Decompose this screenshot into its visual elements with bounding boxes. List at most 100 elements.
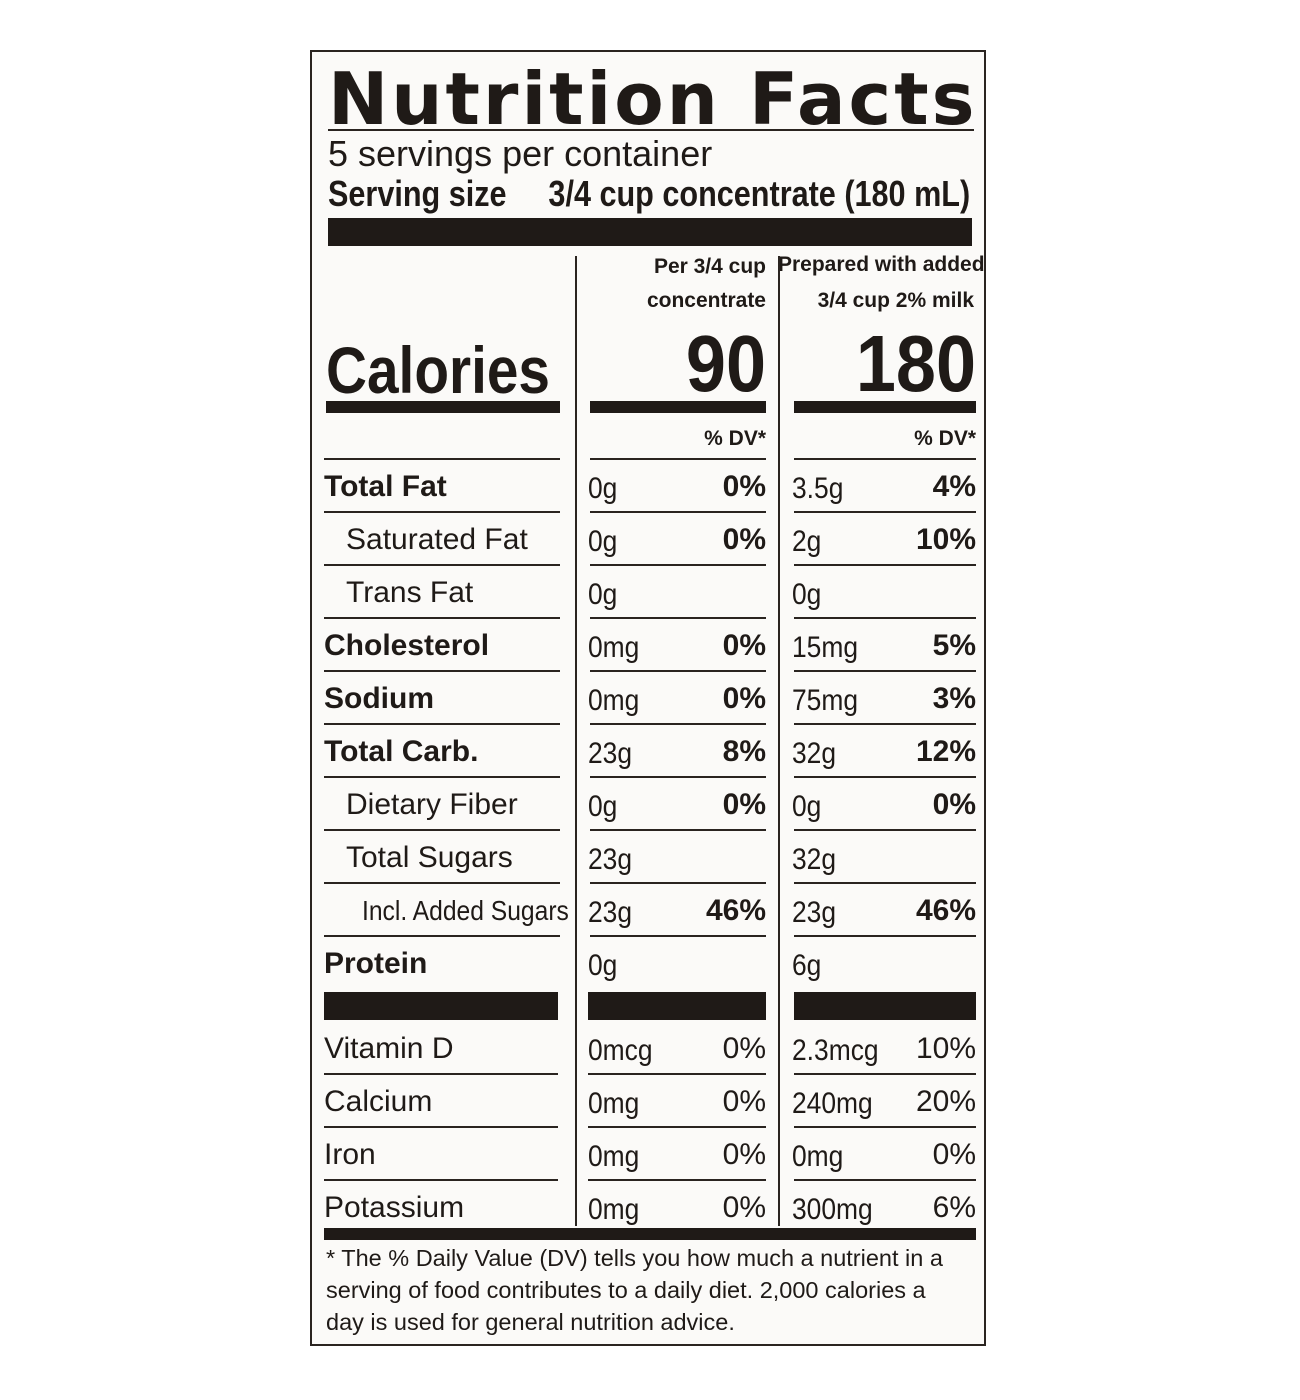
- nutrient-row: Saturated Fat 0g 0% 2g 10%: [312, 513, 984, 566]
- nutrient-col1-amount: 0g: [588, 790, 618, 823]
- row-rule: [324, 617, 560, 619]
- row-rule: [794, 670, 976, 672]
- row-rule: [324, 935, 560, 937]
- nutrient-row: Cholesterol 0mg 0% 15mg 5%: [312, 619, 984, 672]
- row-rule: [324, 1179, 558, 1181]
- row-rule: [590, 617, 766, 619]
- col1-header-line2: concentrate: [646, 289, 766, 312]
- nutrient-row: Trans Fat 0g 0g: [312, 566, 984, 619]
- nutrient-col1-amount: 0g: [588, 525, 618, 558]
- serving-size-bar: [328, 218, 972, 246]
- row-rule: [590, 829, 766, 831]
- col2-header-line1: Prepared with added: [778, 253, 985, 276]
- dv-rule-3: [794, 458, 976, 460]
- nutrient-col1-amount: 23g: [588, 843, 633, 876]
- title-rule: [328, 129, 974, 131]
- row-rule: [590, 935, 766, 937]
- dv-rule-2: [590, 458, 766, 460]
- nutrient-col1-dv: 0%: [722, 682, 766, 715]
- nutrient-col2-dv: 5%: [932, 629, 976, 662]
- col2-header-line2: 3/4 cup 2% milk: [817, 289, 974, 312]
- row-rule: [590, 564, 766, 566]
- serving-size-label: Serving size: [328, 173, 507, 214]
- nutrient-name: Cholesterol: [324, 629, 490, 662]
- nutrient-col2-amount: 0g: [792, 578, 822, 611]
- row-rule: [324, 776, 560, 778]
- nutrient-col2-dv: 12%: [915, 735, 976, 768]
- calories-bar-1: [326, 401, 560, 413]
- vitamin-col1-dv: 0%: [722, 1085, 766, 1118]
- vitamin-row: Iron 0mg 0% 0mg 0%: [312, 1128, 984, 1181]
- vitamin-bar-3: [794, 992, 976, 1020]
- calories-label: Calories: [326, 333, 551, 407]
- dv-header-col1: % DV*: [704, 427, 766, 450]
- nutrient-col1-dv: 0%: [722, 523, 766, 556]
- footnote-bar: [324, 1228, 976, 1240]
- nutrient-col2-amount: 23g: [792, 896, 837, 929]
- servings-per-container: 5 servings per container: [328, 133, 713, 174]
- nutrient-col1-dv: 0%: [722, 470, 766, 503]
- row-rule: [794, 1179, 976, 1181]
- nutrient-col2-amount: 2g: [792, 525, 822, 558]
- vitamin-name: Calcium: [324, 1085, 433, 1118]
- vitamin-name: Iron: [324, 1138, 376, 1171]
- nutrient-col1-amount: 0mg: [588, 631, 640, 664]
- vitamin-col2-amount: 2.3mcg: [792, 1034, 879, 1067]
- row-rule: [324, 829, 560, 831]
- row-rule: [324, 670, 560, 672]
- nutrient-name: Dietary Fiber: [346, 788, 518, 821]
- vitamin-col1-dv: 0%: [722, 1191, 766, 1224]
- nutrient-col2-amount: 32g: [792, 737, 837, 770]
- nutrient-col2-dv: 10%: [915, 523, 976, 556]
- nutrient-col2-dv: 4%: [932, 470, 976, 503]
- nutrient-name: Saturated Fat: [346, 523, 528, 556]
- nutrient-row: Total Fat 0g 0% 3.5g 4%: [312, 460, 984, 513]
- row-rule: [324, 882, 560, 884]
- nutrient-col2-amount: 3.5g: [792, 472, 844, 505]
- nutrient-col2-amount: 15mg: [792, 631, 859, 664]
- row-rule: [794, 1073, 976, 1075]
- calories-bar-2: [590, 401, 766, 413]
- nutrient-name: Trans Fat: [346, 576, 474, 609]
- vitamin-col2-amount: 240mg: [792, 1087, 873, 1120]
- vitamin-bar-2: [588, 992, 766, 1020]
- nutrient-col1-amount: 0g: [588, 472, 618, 505]
- row-rule: [588, 1073, 766, 1075]
- row-rule: [324, 511, 560, 513]
- vitamin-row: Potassium 0mg 0% 300mg 6%: [312, 1181, 984, 1234]
- vitamin-col1-dv: 0%: [722, 1138, 766, 1171]
- row-rule: [324, 723, 560, 725]
- row-rule: [590, 723, 766, 725]
- nutrient-name: Incl. Added Sugars: [362, 895, 569, 926]
- nutrient-row: Dietary Fiber 0g 0% 0g 0%: [312, 778, 984, 831]
- row-rule: [590, 882, 766, 884]
- nutrient-row: Incl. Added Sugars 23g 46% 23g 46%: [312, 884, 984, 937]
- nutrient-col1-amount: 0g: [588, 578, 618, 611]
- footnote: * The % Daily Value (DV) tells you how m…: [326, 1245, 943, 1335]
- vitamin-col2-dv: 10%: [915, 1032, 976, 1065]
- nutrient-col1-dv: 0%: [722, 788, 766, 821]
- row-rule: [794, 617, 976, 619]
- nutrient-col1-dv: 8%: [722, 735, 766, 768]
- nutrient-col2-amount: 6g: [792, 949, 822, 982]
- col1-header-line1: Per 3/4 cup: [653, 255, 766, 278]
- nutrient-col2-dv: 0%: [932, 788, 976, 821]
- nutrient-row: Total Sugars 23g 32g: [312, 831, 984, 884]
- nutrition-facts-panel: Nutrition Facts 5 servings per container…: [310, 50, 986, 1346]
- row-rule: [590, 776, 766, 778]
- row-rule: [794, 882, 976, 884]
- vitamin-row: Calcium 0mg 0% 240mg 20%: [312, 1075, 984, 1128]
- nutrient-name: Total Fat: [324, 470, 447, 503]
- nutrient-name: Total Sugars: [346, 841, 513, 874]
- row-rule: [324, 564, 560, 566]
- row-rule: [794, 723, 976, 725]
- nutrient-row: Protein 0g 6g: [312, 937, 984, 990]
- nutrient-col2-amount: 32g: [792, 843, 837, 876]
- col2-divider: [778, 256, 780, 1226]
- vitamin-col2-dv: 6%: [932, 1191, 976, 1224]
- vitamin-name: Vitamin D: [324, 1032, 454, 1065]
- serving-size-value: 3/4 cup concentrate (180 mL): [548, 173, 970, 214]
- nutrient-col2-dv: 46%: [915, 894, 976, 927]
- vitamin-bar-1: [324, 992, 558, 1020]
- nutrient-col1-amount: 0mg: [588, 684, 640, 717]
